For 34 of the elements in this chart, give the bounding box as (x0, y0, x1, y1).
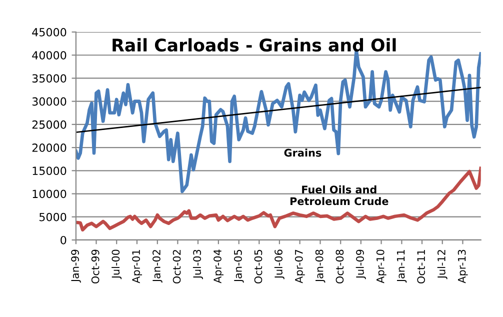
y-tick-label: 5000 (40, 212, 66, 222)
y-tick-label: 45000 (32, 28, 66, 36)
x-tick-label: Jul-00 (112, 250, 122, 280)
y-tick-label: 40000 (32, 51, 66, 60)
x-tick-label: Jan-02 (152, 250, 162, 283)
y-tick-label: 20000 (32, 144, 66, 152)
line-series (76, 166, 481, 232)
x-tick-label: Jul-09 (356, 250, 366, 280)
x-tick-label: Jul-06 (274, 250, 284, 280)
series-label: Grains (284, 148, 322, 157)
x-tick-label: Oct-11 (417, 250, 426, 284)
y-tick-label: 0 (60, 236, 66, 244)
x-tick-label: Apr-04 (214, 250, 224, 284)
y-tick-label: 15000 (32, 166, 66, 176)
x-tick-label: Jan-11 (396, 250, 407, 283)
x-tick-label: Apr-07 (294, 250, 305, 284)
x-tick-label: Apr-13 (458, 250, 468, 284)
x-tick-label: Jan-08 (315, 250, 326, 283)
x-tick-label: Oct-08 (336, 250, 344, 284)
y-tick-label: 25000 (32, 120, 66, 129)
y-tick-label: 10000 (32, 190, 66, 198)
chart-title: Rail Carloads - Grains and Oil (112, 38, 396, 52)
x-tick-label: Apr-10 (376, 250, 386, 284)
x-tick-label: Jan-99 (71, 250, 81, 283)
x-tick-label: Oct-99 (91, 250, 100, 284)
y-tick-label: 30000 (32, 97, 66, 106)
x-tick-label: Apr-01 (132, 250, 142, 284)
y-tick-label: 35000 (32, 74, 66, 83)
x-tick-label: Oct-02 (172, 250, 181, 284)
x-tick-label: Jul-12 (437, 250, 448, 280)
series-label: Fuel Oils and Petroleum Crude (290, 185, 388, 206)
x-tick-label: Jul-03 (192, 250, 203, 280)
x-tick-label: Jan-05 (234, 250, 244, 283)
x-tick-label: Oct-05 (254, 250, 262, 284)
